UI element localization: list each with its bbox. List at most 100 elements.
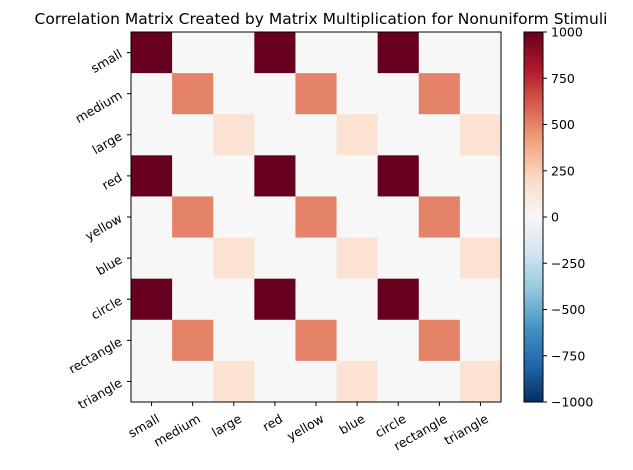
- heatmap-cell-blue-small: [131, 237, 173, 280]
- colorbar-tick-label-6: −500: [551, 302, 585, 317]
- x-tick-label-yellow: yellow: [284, 411, 326, 444]
- heatmap-cell-circle-circle: [377, 278, 420, 321]
- heatmap-cell-medium-triangle: [459, 73, 502, 115]
- heatmap-cell-blue-medium: [172, 237, 214, 280]
- colorbar-tick-label-1: 750: [551, 71, 575, 86]
- heatmap-cell-circle-rectangle: [418, 278, 461, 321]
- heatmap-cell-yellow-yellow: [295, 196, 338, 239]
- heatmap-cell-small-medium: [172, 32, 214, 74]
- heatmap-cell-small-yellow: [295, 32, 338, 74]
- x-tick-label-blue: blue: [336, 411, 367, 438]
- heatmap-cell-red-circle: [377, 155, 420, 197]
- heatmap-cell-medium-circle: [377, 73, 420, 115]
- heatmap-cell-circle-triangle: [459, 278, 502, 321]
- y-tick-label-red: red: [99, 169, 124, 192]
- heatmap-cell-blue-triangle: [459, 237, 502, 280]
- heatmap-cell-triangle-large: [213, 360, 255, 403]
- heatmap-cell-large-red: [254, 114, 296, 156]
- heatmap-cell-circle-blue: [336, 278, 379, 321]
- heatmap-cell-triangle-medium: [172, 360, 214, 403]
- x-tick-label-medium: medium: [151, 411, 203, 450]
- heatmap-cell-large-circle: [377, 114, 420, 156]
- heatmap-cell-yellow-red: [254, 196, 296, 239]
- heatmap-cell-medium-rectangle: [418, 73, 461, 115]
- y-tick-label-rectangle: rectangle: [66, 334, 125, 377]
- heatmap-cells: [131, 32, 502, 403]
- heatmap-cell-rectangle-medium: [172, 319, 214, 362]
- colorbar: [524, 32, 543, 402]
- heatmap-cell-circle-small: [131, 278, 173, 321]
- x-tick-label-large: large: [209, 411, 244, 440]
- heatmap-cell-red-rectangle: [418, 155, 461, 197]
- heatmap-cell-large-triangle: [459, 114, 502, 156]
- heatmap-cell-triangle-rectangle: [418, 360, 461, 403]
- heatmap-cell-small-rectangle: [418, 32, 461, 74]
- colorbar-tick-label-2: 500: [551, 117, 575, 132]
- heatmap-cell-yellow-rectangle: [418, 196, 461, 239]
- heatmap-cell-small-blue: [336, 32, 379, 74]
- heatmap-cell-triangle-circle: [377, 360, 420, 403]
- heatmap-cell-yellow-small: [131, 196, 173, 239]
- heatmap-cell-medium-large: [213, 73, 255, 115]
- colorbar-tick-label-4: 0: [551, 210, 559, 225]
- heatmap-cell-medium-blue: [336, 73, 379, 115]
- heatmap-cell-blue-circle: [377, 237, 420, 280]
- heatmap-cell-medium-small: [131, 73, 173, 115]
- colorbar-tick-label-0: 1000: [551, 25, 583, 40]
- y-tick-label-blue: blue: [94, 252, 125, 279]
- x-tick-label-triangle: triangle: [441, 411, 491, 448]
- heatmap-cell-medium-medium: [172, 73, 214, 115]
- colorbar-tick-label-3: 250: [551, 163, 575, 178]
- heatmap-cell-circle-yellow: [295, 278, 338, 321]
- heatmap-cell-red-medium: [172, 155, 214, 197]
- heatmap-cell-small-small: [131, 32, 173, 74]
- heatmap-cell-large-medium: [172, 114, 214, 156]
- y-tick-label-medium: medium: [73, 87, 125, 126]
- heatmap-cell-rectangle-small: [131, 319, 173, 362]
- heatmap-cell-yellow-triangle: [459, 196, 502, 239]
- chart-title: Correlation Matrix Created by Matrix Mul…: [35, 10, 608, 28]
- heatmap-cell-rectangle-triangle: [459, 319, 502, 362]
- heatmap-cell-circle-medium: [172, 278, 214, 321]
- heatmap-cell-circle-red: [254, 278, 296, 321]
- heatmap-cell-yellow-large: [213, 196, 255, 239]
- heatmap-cell-blue-rectangle: [418, 237, 461, 280]
- heatmap-cell-red-large: [213, 155, 255, 197]
- y-tick-label-triangle: triangle: [75, 375, 125, 412]
- heatmap-cell-red-yellow: [295, 155, 338, 197]
- heatmap-cell-rectangle-red: [254, 319, 296, 362]
- colorbar-ticks: 1000 750 500 250 0 −250 −500 −750 −1000: [543, 25, 593, 410]
- heatmap-cell-large-blue: [336, 114, 379, 156]
- heatmap-cell-blue-large: [213, 237, 255, 280]
- heatmap-cell-medium-yellow: [295, 73, 338, 115]
- heatmap-cell-triangle-triangle: [459, 360, 502, 403]
- y-tick-label-large: large: [90, 128, 125, 157]
- heatmap-cell-yellow-blue: [336, 196, 379, 239]
- heatmap-cell-red-triangle: [459, 155, 502, 197]
- heatmap-cell-yellow-medium: [172, 196, 214, 239]
- y-tick-label-small: small: [88, 46, 124, 76]
- heatmap-cell-blue-yellow: [295, 237, 338, 280]
- heatmap-cell-small-large: [213, 32, 255, 74]
- heatmap-cell-large-rectangle: [418, 114, 461, 156]
- heatmap-cell-medium-red: [254, 73, 296, 115]
- heatmap-cell-triangle-small: [131, 360, 173, 403]
- x-tick-label-red: red: [260, 411, 285, 434]
- heatmap-cell-rectangle-blue: [336, 319, 379, 362]
- colorbar-tick-label-7: −750: [551, 348, 585, 363]
- heatmap-cell-triangle-red: [254, 360, 296, 403]
- heatmap-cell-triangle-blue: [336, 360, 379, 403]
- heatmap-cell-rectangle-yellow: [295, 319, 338, 362]
- heatmap-cell-red-red: [254, 155, 296, 197]
- y-tick-label-circle: circle: [88, 293, 125, 323]
- heatmap-cell-blue-blue: [336, 237, 379, 280]
- heatmap-cell-rectangle-circle: [377, 319, 420, 362]
- heatmap-cell-circle-large: [213, 278, 255, 321]
- heatmap-cell-triangle-yellow: [295, 360, 338, 403]
- heatmap-cell-rectangle-large: [213, 319, 255, 362]
- y-tick-label-yellow: yellow: [82, 211, 124, 244]
- heatmap-cell-rectangle-rectangle: [418, 319, 461, 362]
